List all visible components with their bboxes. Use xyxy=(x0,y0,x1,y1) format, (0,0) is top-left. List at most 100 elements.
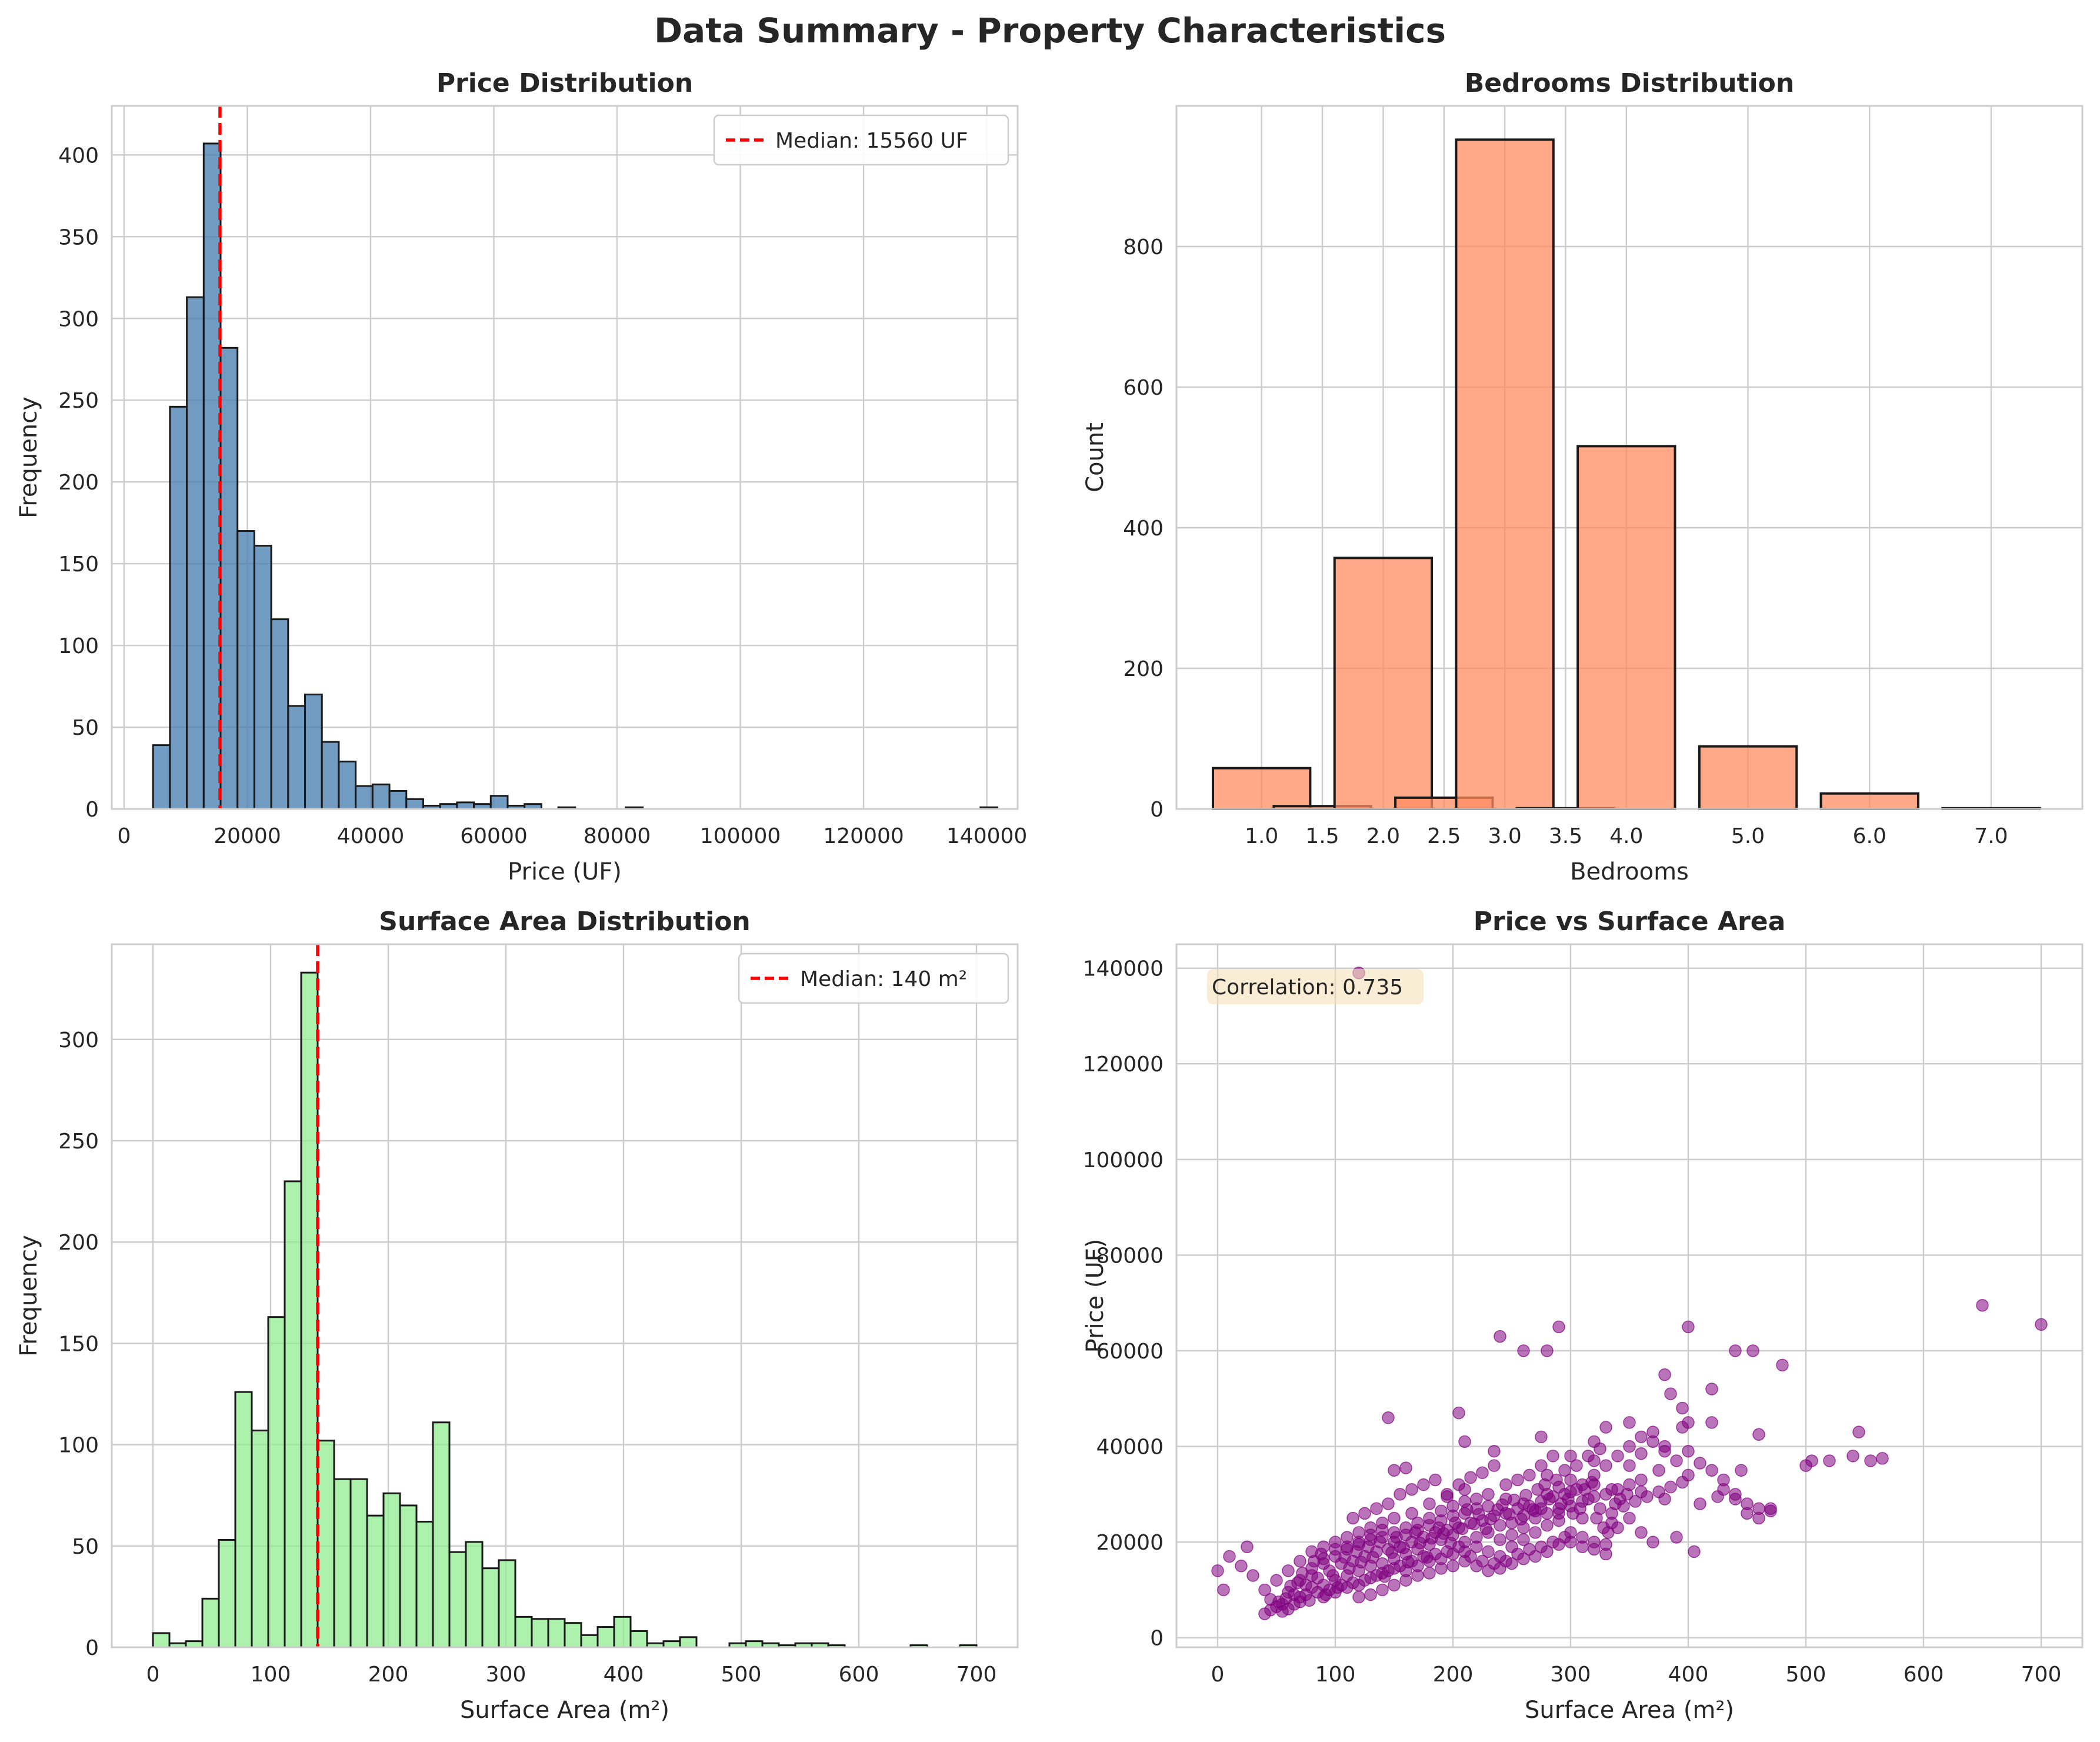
scatter-point xyxy=(1397,1541,1410,1554)
scatter-point xyxy=(1452,1406,1465,1420)
x-tick-label: 3.5 xyxy=(1549,824,1582,848)
scatter-point xyxy=(1594,1442,1606,1455)
scatter-point xyxy=(1535,1459,1548,1472)
histogram-bar xyxy=(382,1492,401,1648)
histogram-bar xyxy=(169,405,188,810)
scatter-point xyxy=(1676,1475,1689,1489)
scatter-point xyxy=(1646,1536,1659,1548)
scatter-point xyxy=(1364,1528,1377,1541)
histogram-bar xyxy=(218,1538,236,1648)
scatter-point xyxy=(1303,1594,1316,1607)
histogram-bar xyxy=(679,1636,698,1648)
histogram-bar xyxy=(432,1421,451,1648)
histogram-bar xyxy=(304,693,323,810)
y-tick-label: 100000 xyxy=(1083,1148,1164,1173)
scatter-point xyxy=(1676,1401,1689,1415)
scatter-point xyxy=(1646,1435,1659,1448)
y-axis-label: Price (UF) xyxy=(1082,1239,1109,1353)
legend-label: Median: 140 m² xyxy=(800,967,967,991)
scatter-point xyxy=(1458,1554,1471,1568)
chart-title: Price Distribution xyxy=(436,68,693,98)
y-tick-label: 20000 xyxy=(1096,1531,1164,1555)
scatter-point xyxy=(1429,1473,1442,1487)
scatter-point xyxy=(1535,1430,1548,1444)
scatter-point xyxy=(1526,1503,1539,1516)
histogram-bar xyxy=(251,1430,269,1648)
scatter-point xyxy=(1470,1493,1483,1505)
scatter-point xyxy=(1511,1473,1524,1487)
y-tick-label: 100 xyxy=(58,634,99,658)
scatter-point xyxy=(1670,1454,1683,1467)
scatter-point xyxy=(1444,1537,1457,1550)
bar xyxy=(1698,745,1798,811)
histogram-bar xyxy=(236,530,255,810)
histogram-bar xyxy=(531,1618,549,1648)
y-tick-label: 50 xyxy=(72,1535,99,1559)
scatter-point xyxy=(1417,1478,1430,1491)
y-tick-label: 100 xyxy=(58,1434,99,1458)
scatter-point xyxy=(1399,1574,1412,1587)
scatter-point xyxy=(1752,1428,1765,1441)
scatter-point xyxy=(1470,1560,1483,1573)
scatter-point xyxy=(1852,1425,1865,1438)
scatter-point xyxy=(1499,1478,1512,1491)
scatter-point xyxy=(1423,1567,1436,1580)
scatter-point xyxy=(1382,1497,1395,1510)
histogram-bar xyxy=(613,1616,632,1648)
scatter-point xyxy=(1519,1488,1532,1502)
scatter-point xyxy=(1494,1330,1506,1343)
scatter-point xyxy=(1623,1416,1636,1429)
scatter-point xyxy=(1241,1540,1254,1554)
scatter-point xyxy=(1976,1299,1989,1312)
scatter-point xyxy=(1315,1547,1328,1561)
histogram-bar xyxy=(596,1626,615,1648)
scatter-point xyxy=(1705,1383,1718,1395)
scatter-point xyxy=(1652,1485,1665,1498)
scatter-point xyxy=(1562,1493,1575,1505)
x-tick-label: 100 xyxy=(251,1663,291,1687)
scatter-point xyxy=(1399,1461,1412,1474)
scatter-point xyxy=(1409,1526,1422,1539)
histogram-bar xyxy=(202,142,222,810)
scatter-point xyxy=(1735,1464,1748,1477)
y-tick-label: 60000 xyxy=(1096,1340,1164,1364)
scatter-point xyxy=(1670,1531,1683,1544)
scatter-point xyxy=(1326,1569,1339,1582)
y-tick-label: 80000 xyxy=(1096,1244,1164,1268)
scatter-point xyxy=(1552,1538,1565,1551)
scatter-point xyxy=(1264,1603,1277,1617)
scatter-point xyxy=(1729,1493,1742,1505)
x-tick-label: 40000 xyxy=(337,824,405,848)
scatter-point xyxy=(1805,1454,1818,1467)
histogram-bar xyxy=(300,971,319,1648)
y-tick-label: 600 xyxy=(1123,376,1164,400)
histogram-bar xyxy=(219,347,239,810)
scatter-point xyxy=(1823,1454,1836,1467)
legend-box xyxy=(738,952,1009,1004)
histogram-bar xyxy=(514,1616,533,1648)
y-tick-label: 150 xyxy=(58,1332,99,1356)
scatter-point xyxy=(1582,1450,1595,1463)
y-tick-label: 140000 xyxy=(1083,957,1164,981)
scatter-point xyxy=(1641,1490,1654,1503)
scatter-point xyxy=(1437,1527,1450,1540)
scatter-point xyxy=(1550,1473,1563,1487)
scatter-point xyxy=(1864,1454,1877,1467)
y-axis-label: Frequency xyxy=(15,397,42,518)
y-tick-label: 300 xyxy=(58,307,99,331)
histogram-bar xyxy=(349,1478,368,1648)
y-tick-label: 350 xyxy=(58,225,99,249)
scatter-point xyxy=(1402,1556,1415,1569)
histogram-bar xyxy=(662,1640,681,1648)
histogram-bar xyxy=(415,1520,434,1648)
scatter-point xyxy=(1385,1546,1398,1559)
scatter-point xyxy=(1552,1320,1565,1334)
scatter-point xyxy=(1329,1543,1342,1556)
scatter-point xyxy=(1517,1344,1530,1357)
x-axis-label: Price (UF) xyxy=(508,858,622,885)
scatter-point xyxy=(1635,1473,1648,1487)
scatter-point xyxy=(1246,1569,1259,1582)
y-tick-label: 400 xyxy=(58,144,99,168)
scatter-point xyxy=(1599,1459,1612,1472)
scatter-point xyxy=(1496,1498,1509,1511)
